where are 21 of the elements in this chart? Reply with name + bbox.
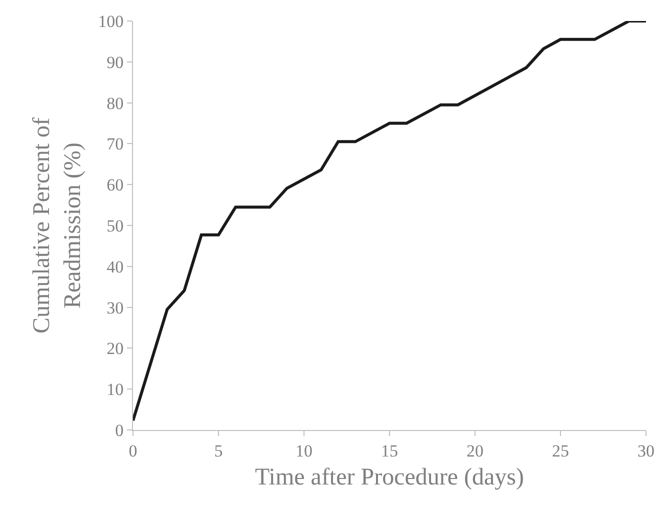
x-tick-label: 20 <box>466 441 484 460</box>
y-tick-label: 30 <box>106 298 124 318</box>
y-tick-label: 90 <box>106 52 124 72</box>
y-tick-label: 20 <box>106 339 124 358</box>
y-tick-label: 0 <box>115 420 124 440</box>
y-tick-label: 10 <box>106 380 124 400</box>
x-tick-label: 0 <box>128 441 138 460</box>
x-tick-label: 5 <box>214 441 223 460</box>
y-tick-label: 50 <box>106 216 124 236</box>
y-tick-label: 60 <box>106 176 124 195</box>
y-tick-label: 70 <box>106 134 124 154</box>
y-tick-label: 40 <box>106 257 124 276</box>
y-tick-label: 100 <box>98 12 124 31</box>
y-tick-label: 80 <box>106 94 124 113</box>
line-series <box>133 21 646 422</box>
x-tick-label: 25 <box>552 441 569 460</box>
x-tick-label: 15 <box>381 441 398 460</box>
x-axis-title: Time after Procedure (days) <box>254 464 524 491</box>
x-tick-label: 30 <box>638 441 654 460</box>
y-axis-title: Cumulative Percent of Readmission (%) <box>29 118 86 334</box>
x-tick-label: 10 <box>296 441 312 460</box>
